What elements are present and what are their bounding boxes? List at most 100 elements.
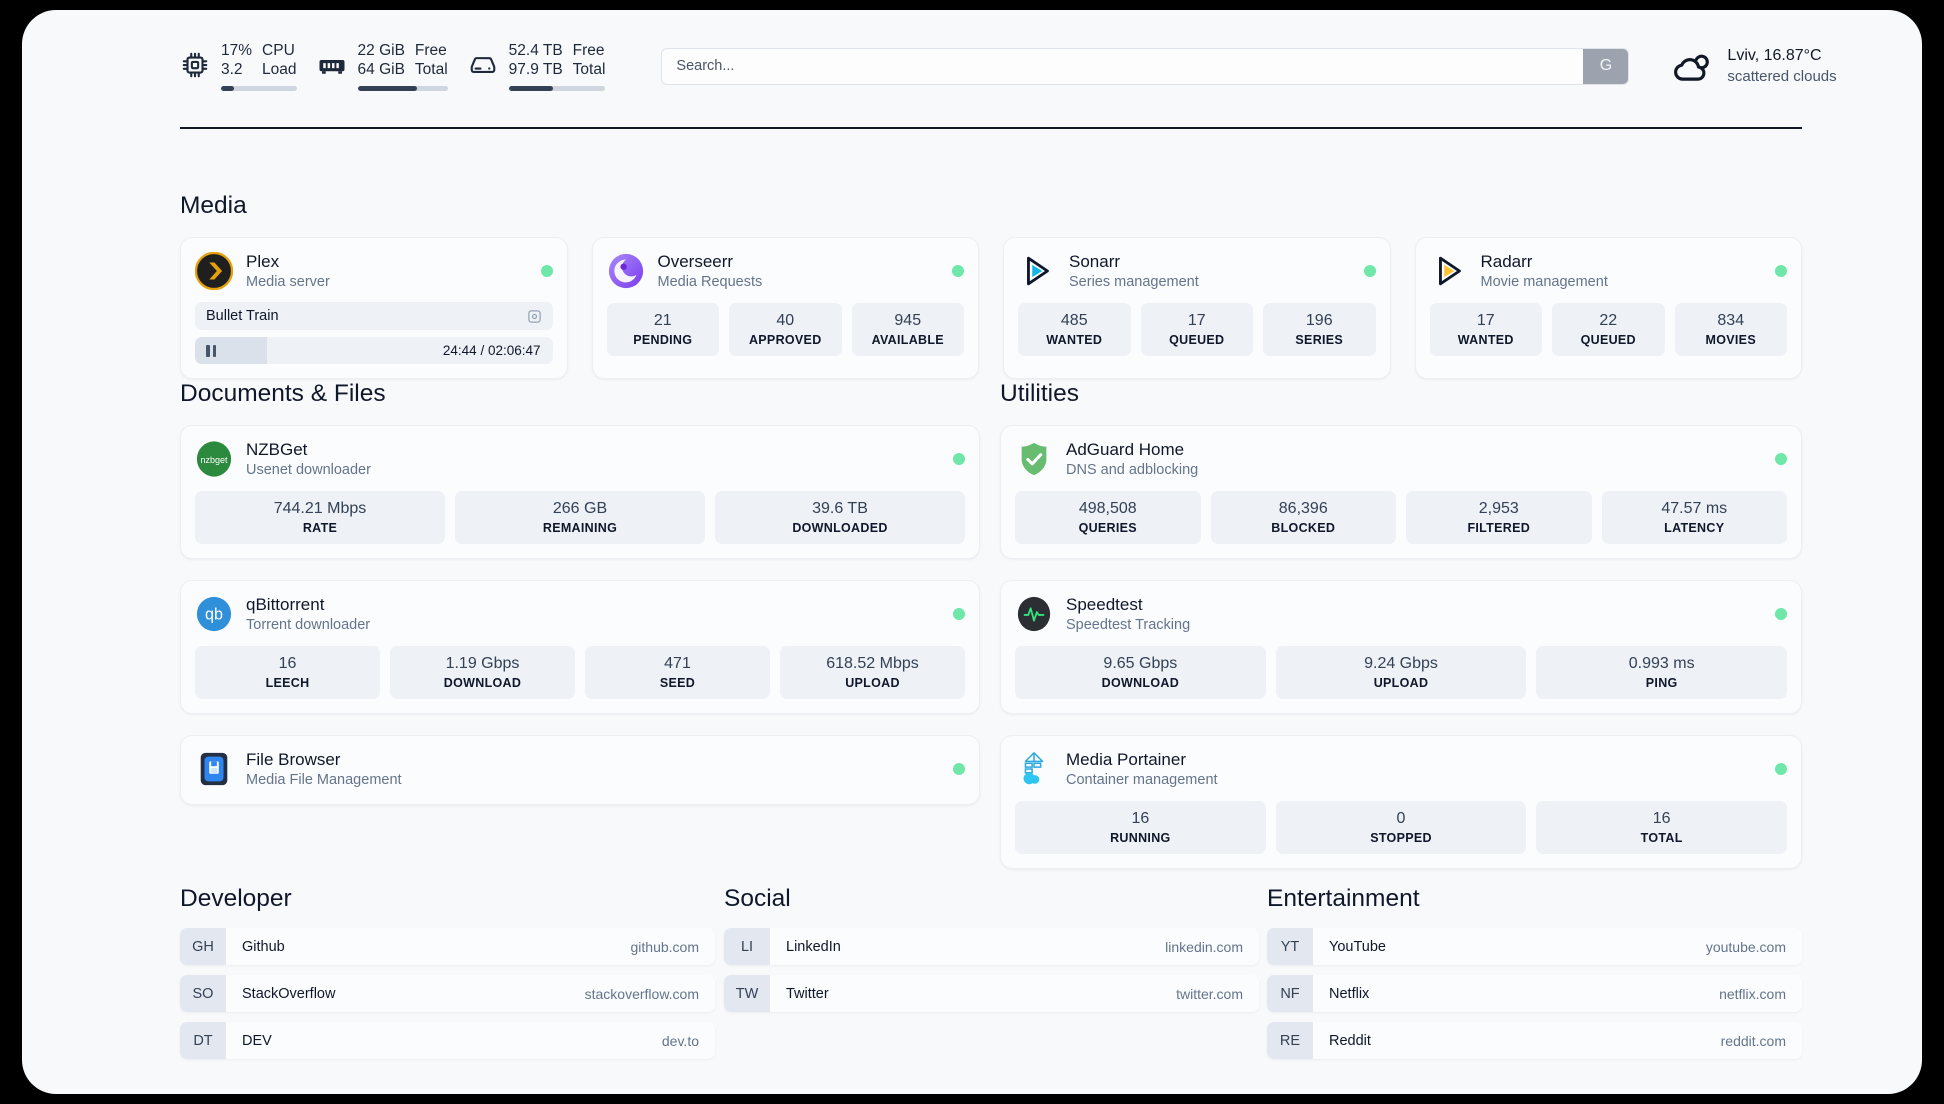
media-section: Media Plex Media server — [180, 192, 1802, 379]
bookmark-name: Github — [242, 938, 285, 955]
app-card-filebrowser[interactable]: File Browser Media File Management — [180, 735, 980, 805]
app-subtitle-plex: Media server — [246, 274, 330, 290]
bookmark-item-netflix[interactable]: NF Netflix netflix.com — [1267, 975, 1802, 1012]
stat-tile: 471 SEED — [585, 646, 770, 699]
search-input[interactable] — [662, 48, 1584, 84]
bookmark-item-stackoverflow[interactable]: SO StackOverflow stackoverflow.com — [180, 975, 715, 1012]
stat-tiles-portainer: 16 RUNNING 0 STOPPED 16 TOTAL — [1015, 801, 1788, 854]
memory-progress-bar — [357, 86, 448, 91]
app-card-overseerr[interactable]: Overseerr Media Requests 21 PENDING 40 A… — [591, 237, 979, 379]
utilities-section: Utilities AdGuard Home DNS and adblockin… — [1000, 380, 1802, 869]
app-card-portainer[interactable]: Media Portainer Container management 16 … — [1000, 735, 1802, 869]
stat-value: 9.24 Gbps — [1364, 655, 1438, 672]
stat-label: QUERIES — [1078, 521, 1137, 535]
bookmark-name: Reddit — [1329, 1032, 1371, 1049]
stat-tile: 9.24 Gbps UPLOAD — [1275, 646, 1527, 699]
stat-tiles-speedtest: 9.65 Gbps DOWNLOAD 9.24 Gbps UPLOAD 0.99… — [1015, 646, 1788, 699]
disk-progress-bar — [508, 86, 606, 91]
bookmark-url: github.com — [630, 938, 699, 955]
stat-label: LATENCY — [1664, 521, 1725, 535]
weather-description: scattered clouds — [1727, 68, 1837, 85]
stat-label: QUEUED — [1169, 333, 1225, 347]
stat-tile: 17 WANTED — [1429, 303, 1542, 356]
stat-tile: 86,396 BLOCKED — [1210, 491, 1396, 544]
search-bar[interactable]: G — [661, 47, 1630, 85]
stat-label: UPLOAD — [1373, 676, 1429, 690]
stat-tile: 266 GB REMAINING — [455, 491, 705, 544]
bookmark-url: reddit.com — [1720, 1032, 1786, 1049]
weather-widget[interactable]: Lviv, 16.87°C scattered clouds — [1671, 45, 1837, 87]
stat-value: 21 — [653, 312, 672, 329]
stat-value: 196 — [1305, 312, 1333, 329]
app-card-adguard[interactable]: AdGuard Home DNS and adblocking 498,508 … — [1000, 425, 1802, 559]
qbittorrent-icon: qb — [195, 595, 233, 633]
bookmark-item-dev[interactable]: DT DEV dev.to — [180, 1022, 715, 1059]
pause-icon[interactable] — [206, 344, 216, 357]
stat-tile: 16 RUNNING — [1015, 801, 1266, 854]
stat-tiles-qbittorrent: 16 LEECH 1.19 Gbps DOWNLOAD 471 SEED 618… — [195, 646, 965, 699]
app-card-plex[interactable]: Plex Media server Bullet Train — [180, 237, 568, 379]
bookmark-name: Netflix — [1329, 985, 1370, 1002]
bookmark-item-reddit[interactable]: RE Reddit reddit.com — [1267, 1022, 1802, 1059]
stat-tile: 834 MOVIES — [1674, 303, 1787, 356]
adguard-icon — [1015, 440, 1053, 478]
bookmark-name: Twitter — [786, 985, 829, 1002]
app-name-speedtest: Speedtest — [1066, 595, 1143, 614]
plex-playback-progress[interactable]: 24:44 / 02:06:47 — [195, 337, 553, 364]
stat-value: 834 — [1717, 312, 1745, 329]
app-card-radarr[interactable]: Radarr Movie management 17 WANTED 22 QUE… — [1414, 237, 1802, 379]
filebrowser-icon — [195, 750, 233, 788]
gear-icon[interactable] — [527, 309, 542, 324]
sonarr-icon — [1018, 252, 1056, 290]
stat-tiles-adguard: 498,508 QUERIES 86,396 BLOCKED 2,953 FIL… — [1015, 491, 1787, 544]
status-badge-nzbget — [953, 453, 965, 465]
plex-now-playing-title: Bullet Train — [206, 308, 279, 324]
stat-tile: 21 PENDING — [606, 303, 719, 356]
bookmark-item-linkedin[interactable]: LI LinkedIn linkedin.com — [724, 928, 1259, 965]
app-subtitle-radarr: Movie management — [1480, 274, 1608, 290]
status-badge-filebrowser — [953, 763, 965, 775]
stat-value: 16 — [278, 655, 297, 672]
stat-label: PING — [1645, 676, 1678, 690]
stat-tile: 0 STOPPED — [1275, 801, 1527, 854]
bookmark-badge: RE — [1267, 1022, 1313, 1059]
app-card-nzbget[interactable]: nzbget NZBGet Usenet downloader 744.21 M… — [180, 425, 980, 559]
stat-label: LEECH — [265, 676, 310, 690]
app-card-qbittorrent[interactable]: qb qBittorrent Torrent downloader 16 LEE… — [180, 580, 980, 714]
plex-playback-time: 24:44 / 02:06:47 — [442, 343, 541, 358]
bookmark-item-twitter[interactable]: TW Twitter twitter.com — [724, 975, 1259, 1012]
bookmark-url: twitter.com — [1176, 985, 1243, 1002]
stat-tile: 39.6 TB DOWNLOADED — [715, 491, 965, 544]
bookmark-item-youtube[interactable]: YT YouTube youtube.com — [1267, 928, 1802, 965]
stat-value: 22 — [1599, 312, 1618, 329]
header-divider — [180, 127, 1802, 129]
ram-icon — [317, 50, 347, 80]
stat-tile: 945 AVAILABLE — [851, 303, 964, 356]
cpu-usage-value: 17% — [221, 42, 253, 59]
bookmark-badge: YT — [1267, 928, 1313, 965]
app-card-sonarr[interactable]: Sonarr Series management 485 WANTED 17 Q… — [1003, 237, 1391, 379]
radarr-icon — [1430, 252, 1468, 290]
app-card-speedtest[interactable]: Speedtest Speedtest Tracking 9.65 Gbps D… — [1000, 580, 1802, 714]
bookmark-item-github[interactable]: GH Github github.com — [180, 928, 715, 965]
overseerr-icon — [607, 252, 645, 290]
bookmark-badge: GH — [180, 928, 226, 965]
stat-label: QUEUED — [1580, 333, 1636, 347]
stat-label: MOVIES — [1705, 333, 1756, 347]
stat-label: RATE — [302, 521, 338, 535]
stat-label: SERIES — [1295, 333, 1344, 347]
documents-section-title: Documents & Files — [180, 380, 386, 407]
stat-label: BLOCKED — [1271, 521, 1336, 535]
stat-label: SEED — [659, 676, 696, 690]
search-engine-button[interactable]: G — [1583, 48, 1629, 84]
bookmark-badge: TW — [724, 975, 770, 1012]
stat-value: 17 — [1187, 312, 1206, 329]
stat-tiles-overseerr: 21 PENDING 40 APPROVED 945 AVAILABLE — [606, 303, 964, 356]
disk-free-label: Free — [572, 42, 605, 59]
status-badge-qbittorrent — [953, 608, 965, 620]
stat-label: WANTED — [1046, 333, 1103, 347]
speedtest-icon — [1015, 595, 1053, 633]
bookmark-name: YouTube — [1329, 938, 1386, 955]
stat-value: 2,953 — [1478, 500, 1519, 517]
app-subtitle-portainer: Container management — [1066, 772, 1218, 788]
